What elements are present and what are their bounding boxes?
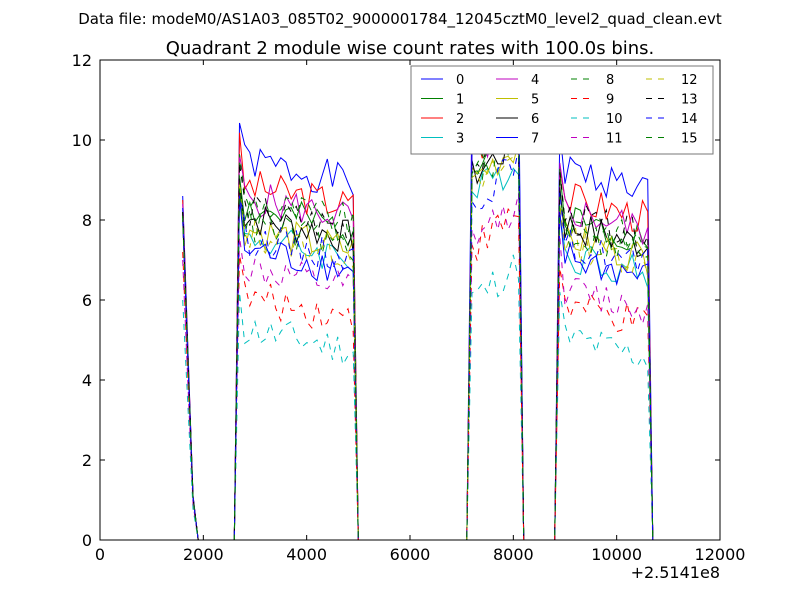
x-tick-label: 10000	[591, 545, 642, 564]
legend-label-6: 6	[531, 112, 539, 127]
legend-label-13: 13	[681, 93, 698, 108]
legend-label-2: 2	[456, 112, 464, 127]
x-offset-label: +2.5141e8	[631, 563, 720, 582]
y-tick-label: 6	[82, 291, 92, 310]
x-tick-label: 0	[95, 545, 105, 564]
legend-label-9: 9	[606, 93, 614, 108]
y-tick-label: 0	[82, 531, 92, 550]
legend-label-10: 10	[606, 112, 623, 127]
legend-label-14: 14	[681, 112, 698, 127]
y-tick-label: 10	[72, 131, 92, 150]
x-tick-label: 12000	[695, 545, 746, 564]
x-tick-label: 4000	[286, 545, 327, 564]
y-tick-label: 8	[82, 211, 92, 230]
series-line-11	[182, 193, 654, 540]
legend-label-0: 0	[456, 73, 464, 88]
series-line-14	[182, 148, 654, 540]
legend-label-5: 5	[531, 93, 539, 108]
chart-title: Quadrant 2 module wise count rates with …	[166, 38, 655, 59]
legend-label-7: 7	[531, 132, 539, 147]
legend-label-12: 12	[681, 73, 698, 88]
legend-label-1: 1	[456, 93, 464, 108]
legend-label-15: 15	[681, 132, 698, 147]
series-line-10	[182, 254, 654, 540]
legend-label-11: 11	[606, 132, 623, 147]
y-tick-label: 4	[82, 371, 92, 390]
y-tick-label: 2	[82, 451, 92, 470]
series-line-15	[182, 133, 654, 540]
legend-box	[410, 65, 714, 155]
legend-label-4: 4	[531, 73, 539, 88]
x-tick-label: 2000	[183, 545, 224, 564]
legend-label-8: 8	[606, 73, 614, 88]
x-tick-label: 8000	[493, 545, 534, 564]
legend-label-3: 3	[456, 132, 464, 147]
x-tick-label: 6000	[390, 545, 431, 564]
data-file-label: Data file: modeM0/AS1A03_085T02_90000017…	[78, 10, 722, 29]
y-tick-label: 12	[72, 51, 92, 70]
